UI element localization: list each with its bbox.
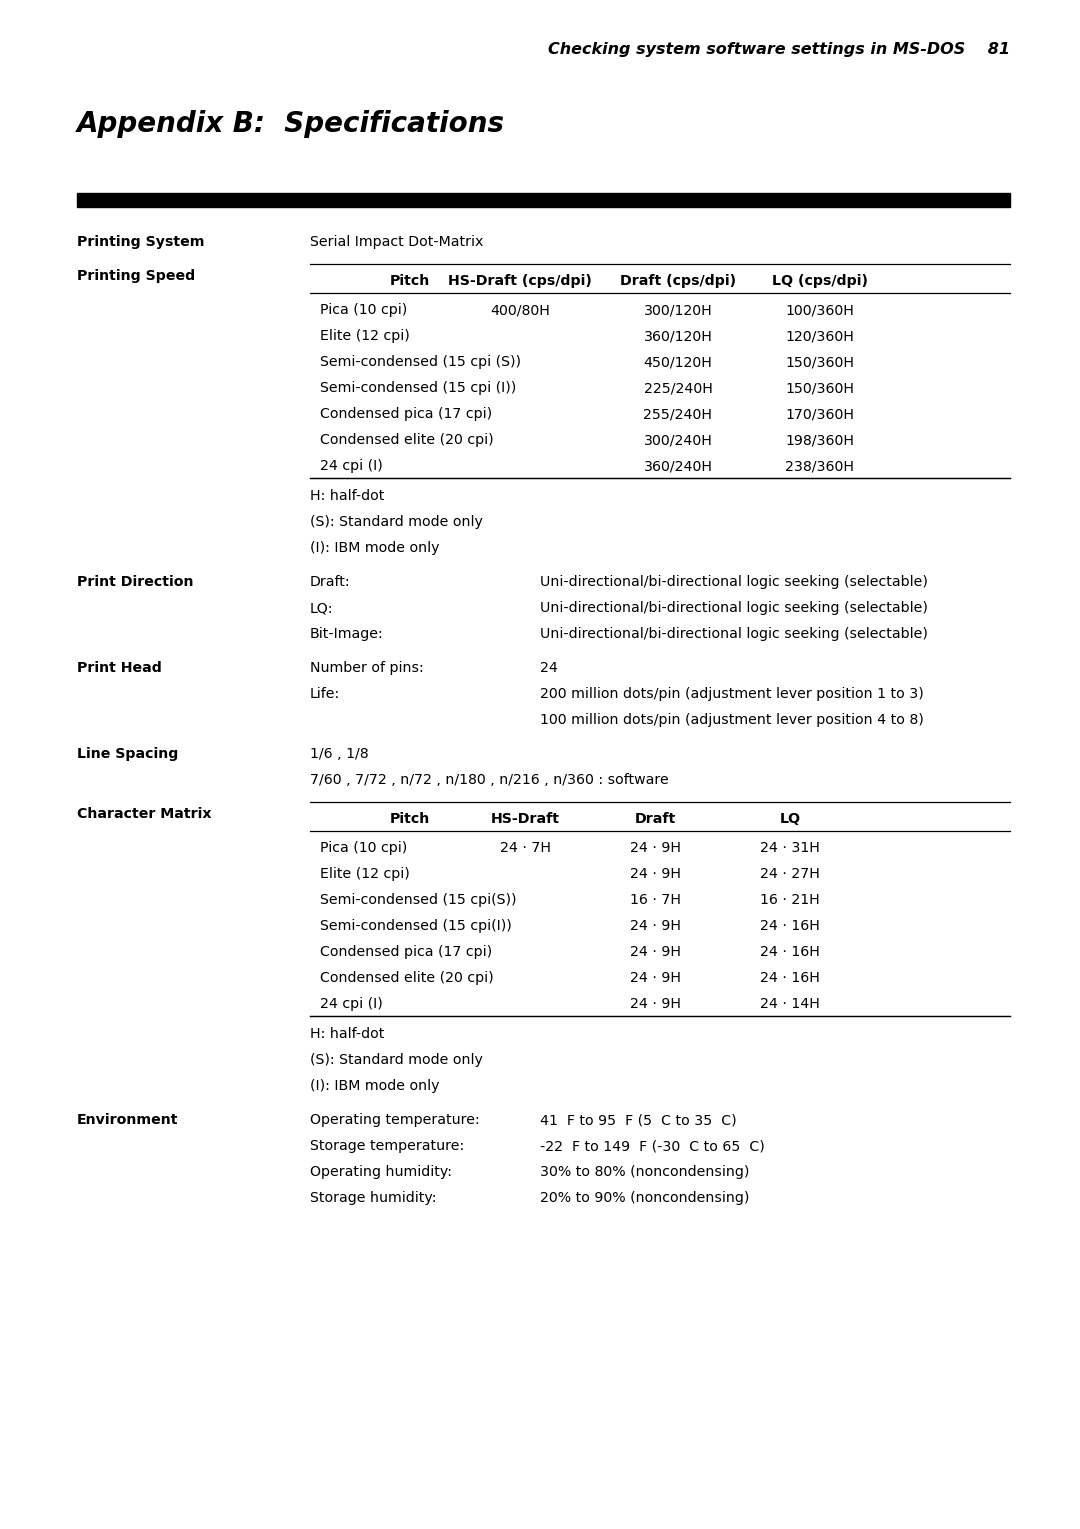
Text: 150/360H: 150/360H	[785, 355, 854, 368]
Text: HS-Draft (cps/dpi): HS-Draft (cps/dpi)	[448, 274, 592, 287]
Text: Environment: Environment	[77, 1113, 178, 1127]
Text: Uni-directional/bi-directional logic seeking (selectable): Uni-directional/bi-directional logic see…	[540, 575, 928, 589]
Text: (I): IBM mode only: (I): IBM mode only	[310, 541, 440, 555]
Text: 24 · 31H: 24 · 31H	[760, 841, 820, 855]
Text: Character Matrix: Character Matrix	[77, 807, 212, 821]
Text: LQ: LQ	[780, 812, 800, 826]
Text: 100 million dots/pin (adjustment lever position 4 to 8): 100 million dots/pin (adjustment lever p…	[540, 713, 923, 726]
Text: 225/240H: 225/240H	[644, 381, 713, 394]
Text: Storage temperature:: Storage temperature:	[310, 1139, 464, 1153]
Text: Line Spacing: Line Spacing	[77, 748, 178, 761]
Text: Draft (cps/dpi): Draft (cps/dpi)	[620, 274, 737, 287]
Text: 16 · 21H: 16 · 21H	[760, 893, 820, 907]
Text: (S): Standard mode only: (S): Standard mode only	[310, 1053, 483, 1067]
Bar	[77, 193, 1010, 206]
Text: 360/240H: 360/240H	[644, 459, 713, 472]
Text: 255/240H: 255/240H	[644, 407, 713, 420]
Text: 24 cpi (I): 24 cpi (I)	[320, 459, 382, 472]
Text: Printing Speed: Printing Speed	[77, 269, 195, 283]
Text: LQ:: LQ:	[310, 601, 334, 615]
Text: Pica (10 cpi): Pica (10 cpi)	[320, 841, 407, 855]
Text: Semi-condensed (15 cpi(S)): Semi-condensed (15 cpi(S))	[320, 893, 516, 907]
Text: Storage humidity:: Storage humidity:	[310, 1191, 436, 1205]
Text: Print Head: Print Head	[77, 661, 162, 674]
Text: Uni-directional/bi-directional logic seeking (selectable): Uni-directional/bi-directional logic see…	[540, 601, 928, 615]
Text: 24 · 9H: 24 · 9H	[630, 945, 680, 959]
Text: Uni-directional/bi-directional logic seeking (selectable): Uni-directional/bi-directional logic see…	[540, 627, 928, 641]
Text: Number of pins:: Number of pins:	[310, 661, 423, 674]
Text: (I): IBM mode only: (I): IBM mode only	[310, 1079, 440, 1093]
Text: 24 cpi (I): 24 cpi (I)	[320, 997, 382, 1011]
Text: Semi-condensed (15 cpi (I)): Semi-condensed (15 cpi (I))	[320, 381, 516, 394]
Text: Condensed elite (20 cpi): Condensed elite (20 cpi)	[320, 433, 494, 446]
Text: HS-Draft: HS-Draft	[490, 812, 559, 826]
Text: Pitch: Pitch	[390, 274, 430, 287]
Text: 100/360H: 100/360H	[785, 303, 854, 317]
Text: Condensed elite (20 cpi): Condensed elite (20 cpi)	[320, 971, 494, 985]
Text: Elite (12 cpi): Elite (12 cpi)	[320, 329, 409, 342]
Text: 24 · 16H: 24 · 16H	[760, 945, 820, 959]
Text: Draft:: Draft:	[310, 575, 351, 589]
Text: 1/6 , 1/8: 1/6 , 1/8	[310, 748, 368, 761]
Text: 24 · 14H: 24 · 14H	[760, 997, 820, 1011]
Text: 450/120H: 450/120H	[644, 355, 713, 368]
Text: 300/240H: 300/240H	[644, 433, 713, 446]
Text: LQ (cps/dpi): LQ (cps/dpi)	[772, 274, 868, 287]
Text: 400/80H: 400/80H	[490, 303, 550, 317]
Text: 200 million dots/pin (adjustment lever position 1 to 3): 200 million dots/pin (adjustment lever p…	[540, 687, 923, 700]
Text: 16 · 7H: 16 · 7H	[630, 893, 680, 907]
Text: Appendix B:  Specifications: Appendix B: Specifications	[77, 110, 505, 138]
Text: Draft: Draft	[634, 812, 676, 826]
Text: 300/120H: 300/120H	[644, 303, 713, 317]
Text: Printing System: Printing System	[77, 235, 204, 249]
Text: 198/360H: 198/360H	[785, 433, 854, 446]
Text: Operating humidity:: Operating humidity:	[310, 1165, 453, 1179]
Text: 360/120H: 360/120H	[644, 329, 713, 342]
Text: 24 · 9H: 24 · 9H	[630, 919, 680, 933]
Text: 24 · 9H: 24 · 9H	[630, 997, 680, 1011]
Text: 24: 24	[540, 661, 558, 674]
Text: 30% to 80% (noncondensing): 30% to 80% (noncondensing)	[540, 1165, 750, 1179]
Text: 24 · 27H: 24 · 27H	[760, 867, 820, 881]
Text: 20% to 90% (noncondensing): 20% to 90% (noncondensing)	[540, 1191, 750, 1205]
Text: Elite (12 cpi): Elite (12 cpi)	[320, 867, 409, 881]
Text: 41  F to 95  F (5  C to 35  C): 41 F to 95 F (5 C to 35 C)	[540, 1113, 737, 1127]
Text: 24 · 16H: 24 · 16H	[760, 971, 820, 985]
Text: 24 · 9H: 24 · 9H	[630, 971, 680, 985]
Text: Condensed pica (17 cpi): Condensed pica (17 cpi)	[320, 407, 492, 420]
Text: 24 · 9H: 24 · 9H	[630, 867, 680, 881]
Text: 170/360H: 170/360H	[785, 407, 854, 420]
Text: 7/60 , 7/72 , n/72 , n/180 , n/216 , n/360 : software: 7/60 , 7/72 , n/72 , n/180 , n/216 , n/3…	[310, 774, 669, 787]
Text: 150/360H: 150/360H	[785, 381, 854, 394]
Text: Print Direction: Print Direction	[77, 575, 193, 589]
Text: Semi-condensed (15 cpi (S)): Semi-condensed (15 cpi (S))	[320, 355, 521, 368]
Text: Pitch: Pitch	[390, 812, 430, 826]
Text: Bit-Image:: Bit-Image:	[310, 627, 383, 641]
Text: 24 · 7H: 24 · 7H	[499, 841, 551, 855]
Text: Serial Impact Dot-Matrix: Serial Impact Dot-Matrix	[310, 235, 484, 249]
Text: Checking system software settings in MS-DOS    81: Checking system software settings in MS-…	[548, 41, 1010, 57]
Text: Life:: Life:	[310, 687, 340, 700]
Text: H: half-dot: H: half-dot	[310, 489, 384, 503]
Text: 238/360H: 238/360H	[785, 459, 854, 472]
Text: -22  F to 149  F (-30  C to 65  C): -22 F to 149 F (-30 C to 65 C)	[540, 1139, 765, 1153]
Text: 24 · 9H: 24 · 9H	[630, 841, 680, 855]
Text: Operating temperature:: Operating temperature:	[310, 1113, 480, 1127]
Text: 120/360H: 120/360H	[785, 329, 854, 342]
Text: (S): Standard mode only: (S): Standard mode only	[310, 515, 483, 529]
Text: Pica (10 cpi): Pica (10 cpi)	[320, 303, 407, 317]
Text: Semi-condensed (15 cpi(I)): Semi-condensed (15 cpi(I))	[320, 919, 512, 933]
Text: H: half-dot: H: half-dot	[310, 1027, 384, 1041]
Text: 24 · 16H: 24 · 16H	[760, 919, 820, 933]
Text: Condensed pica (17 cpi): Condensed pica (17 cpi)	[320, 945, 492, 959]
